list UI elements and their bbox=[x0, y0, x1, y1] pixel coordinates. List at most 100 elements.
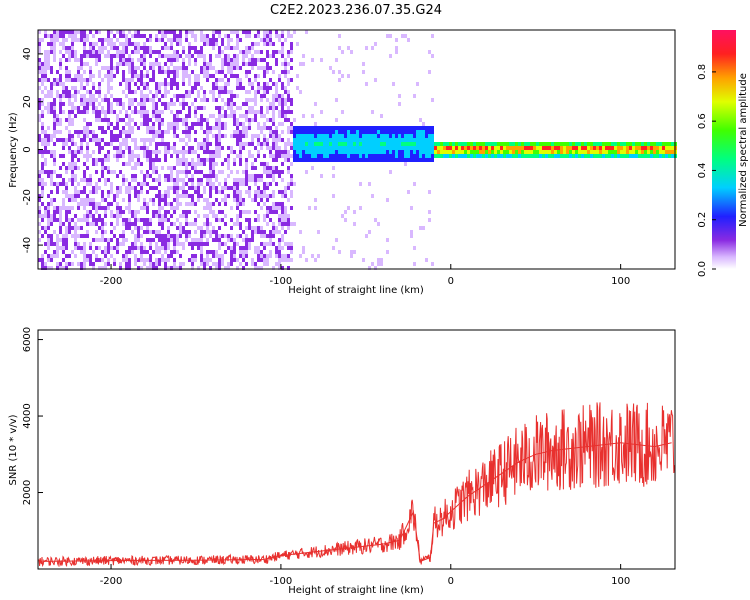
heatmap-cell bbox=[200, 230, 203, 234]
heatmap-cell bbox=[86, 146, 89, 150]
heatmap-cell bbox=[65, 254, 68, 258]
heatmap-cell bbox=[218, 170, 221, 174]
heatmap-cell bbox=[350, 50, 353, 54]
heatmap-cell bbox=[140, 90, 143, 94]
heatmap-cell bbox=[275, 246, 278, 250]
heatmap-cell bbox=[98, 186, 101, 190]
heatmap-cell bbox=[65, 218, 68, 222]
heatmap-cell bbox=[146, 266, 149, 270]
heatmap-cell bbox=[236, 54, 239, 58]
heatmap-cell bbox=[158, 182, 161, 186]
heatmap-cell bbox=[383, 142, 386, 146]
heatmap-cell bbox=[269, 154, 272, 158]
heatmap-cell bbox=[176, 86, 179, 90]
heatmap-cell bbox=[206, 126, 209, 130]
heatmap-cell bbox=[281, 138, 284, 142]
heatmap-cell bbox=[320, 174, 323, 178]
heatmap-cell bbox=[110, 58, 113, 62]
heatmap-cell bbox=[164, 174, 167, 178]
heatmap-cell bbox=[332, 142, 335, 146]
heatmap-cell bbox=[98, 74, 101, 78]
snr-y-tick-label: 6000 bbox=[22, 327, 33, 352]
heatmap-cell bbox=[245, 54, 248, 58]
heatmap-cell bbox=[500, 154, 503, 158]
heatmap-cell bbox=[194, 82, 197, 86]
heatmap-cell bbox=[179, 226, 182, 230]
heatmap-cell bbox=[59, 230, 62, 234]
heatmap-cell bbox=[44, 66, 47, 70]
heatmap-cell bbox=[164, 30, 167, 34]
heatmap-cell bbox=[134, 214, 137, 218]
heatmap-cell bbox=[269, 106, 272, 110]
heatmap-cell bbox=[122, 30, 125, 34]
heatmap-cell bbox=[377, 138, 380, 142]
heatmap-cell bbox=[101, 118, 104, 122]
heatmap-cell bbox=[353, 158, 356, 162]
heatmap-cell bbox=[419, 126, 422, 130]
heatmap-cell bbox=[266, 126, 269, 130]
heatmap-cell bbox=[569, 142, 572, 146]
heatmap-cell bbox=[248, 70, 251, 74]
heatmap-cell bbox=[161, 142, 164, 146]
heatmap-cell bbox=[326, 146, 329, 150]
heatmap-cell bbox=[266, 82, 269, 86]
heatmap-cell bbox=[113, 146, 116, 150]
heatmap-cell bbox=[260, 178, 263, 182]
heatmap-cell bbox=[236, 178, 239, 182]
heatmap-cell bbox=[341, 134, 344, 138]
heatmap-cell bbox=[155, 102, 158, 106]
heatmap-cell bbox=[143, 262, 146, 266]
heatmap-cell bbox=[107, 70, 110, 74]
heatmap-cell bbox=[119, 210, 122, 214]
heatmap-cell bbox=[53, 114, 56, 118]
heatmap-cell bbox=[353, 210, 356, 214]
heatmap-cell bbox=[212, 98, 215, 102]
heatmap-cell bbox=[248, 98, 251, 102]
heatmap-cell bbox=[212, 46, 215, 50]
heatmap-cell bbox=[275, 50, 278, 54]
heatmap-cell bbox=[608, 142, 611, 146]
heatmap-cell bbox=[38, 98, 41, 102]
heatmap-cell bbox=[86, 126, 89, 130]
heatmap-cell bbox=[479, 142, 482, 146]
heatmap-cell bbox=[38, 78, 41, 82]
heatmap-cell bbox=[47, 234, 50, 238]
heatmap-cell bbox=[290, 242, 293, 246]
heatmap-cell bbox=[239, 158, 242, 162]
heatmap-cell bbox=[332, 158, 335, 162]
heatmap-cell bbox=[425, 126, 428, 130]
heatmap-cell bbox=[206, 70, 209, 74]
heatmap-cell bbox=[212, 214, 215, 218]
heatmap-cell bbox=[314, 134, 317, 138]
heatmap-cell bbox=[161, 238, 164, 242]
heatmap-cell bbox=[287, 186, 290, 190]
heatmap-cell bbox=[272, 206, 275, 210]
heatmap-cell bbox=[128, 146, 131, 150]
heatmap-cell bbox=[83, 234, 86, 238]
heatmap-cell bbox=[77, 58, 80, 62]
heatmap-cell bbox=[275, 226, 278, 230]
heatmap-cell bbox=[251, 230, 254, 234]
heatmap-cell bbox=[134, 234, 137, 238]
heatmap-cell bbox=[155, 50, 158, 54]
heatmap-cell bbox=[47, 110, 50, 114]
heatmap-cell bbox=[158, 250, 161, 254]
heatmap-cell bbox=[437, 154, 440, 158]
heatmap-cell bbox=[371, 142, 374, 146]
heatmap-cell bbox=[83, 50, 86, 54]
heatmap-cell bbox=[221, 210, 224, 214]
heatmap-cell bbox=[140, 70, 143, 74]
heatmap-cell bbox=[536, 142, 539, 146]
heatmap-cell bbox=[494, 154, 497, 158]
heatmap-cell bbox=[266, 146, 269, 150]
heatmap-cell bbox=[68, 122, 71, 126]
heatmap-cell bbox=[476, 146, 479, 150]
heatmap-cell bbox=[251, 238, 254, 242]
heatmap-cell bbox=[170, 202, 173, 206]
heatmap-cell bbox=[257, 34, 260, 38]
heatmap-cell bbox=[473, 142, 476, 146]
heatmap-cell bbox=[263, 258, 266, 262]
heatmap-cell bbox=[266, 38, 269, 42]
heatmap-cell bbox=[68, 90, 71, 94]
heatmap-cell bbox=[578, 146, 581, 150]
